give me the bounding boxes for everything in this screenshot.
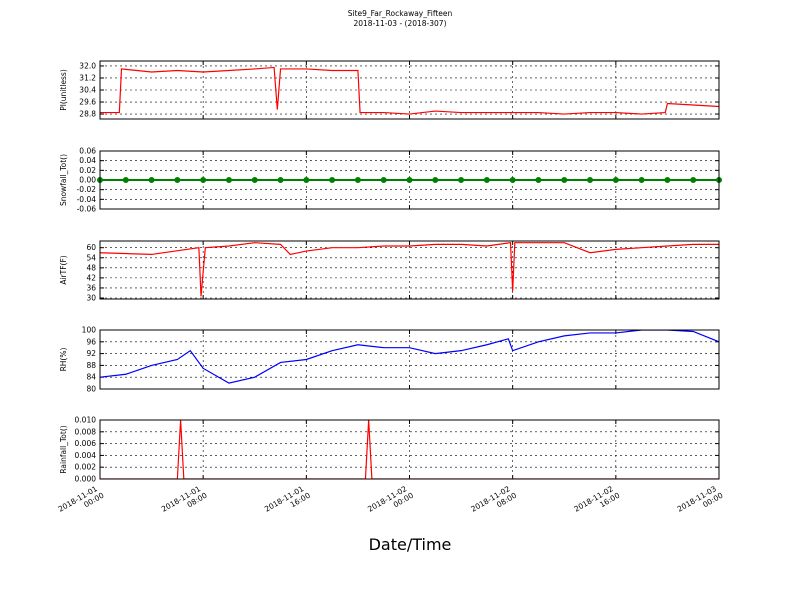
y-tick-label: -0.06: [77, 205, 97, 214]
y-tick-label: 0.006: [75, 439, 97, 448]
data-point: [148, 177, 155, 183]
y-axis-label: Snowfall_Tot(): [59, 154, 68, 206]
y-tick-label: 0.004: [75, 451, 97, 460]
axes-frame: [99, 240, 720, 300]
y-tick-label: 100: [82, 326, 97, 335]
y-tick-label: 0.000: [75, 475, 97, 484]
axes-frame: [99, 60, 720, 120]
data-point: [432, 177, 439, 183]
data-line: [100, 330, 719, 384]
y-axis-label: RH(%): [59, 348, 68, 372]
y-tick-label: 29.6: [79, 98, 96, 107]
y-tick-label: -0.04: [77, 195, 97, 204]
data-point: [612, 177, 619, 183]
data-point: [561, 177, 568, 183]
data-point: [251, 177, 258, 183]
data-point: [690, 177, 697, 183]
y-tick-label: 80: [86, 385, 96, 394]
y-tick-label: -0.02: [77, 185, 97, 194]
data-point: [664, 177, 671, 183]
data-point: [380, 177, 387, 183]
subtitle: 2018-11-03 - (2018-307): [353, 19, 446, 28]
data-point: [638, 177, 645, 183]
y-tick-label: 0.002: [75, 463, 97, 472]
data-point: [483, 177, 490, 183]
data-point: [587, 177, 594, 183]
y-tick-label: 96: [86, 337, 96, 346]
x-tick-label: 2018-11-02 00:00: [366, 483, 415, 522]
data-point: [406, 177, 413, 183]
data-point: [509, 177, 516, 183]
y-tick-label: 32.0: [79, 61, 96, 70]
data-point: [535, 177, 542, 183]
x-tick-label: 2018-11-01 00:00: [57, 483, 106, 522]
y-tick-label: 88: [86, 361, 96, 370]
y-tick-label: 0.008: [75, 427, 97, 436]
data-line: [100, 420, 719, 479]
y-tick-label: 92: [86, 349, 96, 358]
y-tick-label: 0.00: [79, 176, 96, 185]
data-point: [303, 177, 310, 183]
data-point: [277, 177, 284, 183]
x-tick-label: 2018-11-02 08:00: [469, 483, 518, 522]
y-tick-label: 0.06: [79, 147, 96, 156]
title: Site9_Far_Rockaway_Fifteen: [348, 9, 453, 18]
y-tick-label: 48: [86, 263, 96, 272]
data-point: [122, 177, 129, 183]
data-point: [225, 177, 232, 183]
y-tick-label: 36: [86, 283, 96, 292]
y-tick-label: 0.010: [75, 416, 97, 425]
y-tick-label: 84: [86, 373, 96, 382]
x-tick-label: 2018-11-02 16:00: [573, 483, 622, 522]
data-point: [458, 177, 465, 183]
data-point: [329, 177, 336, 183]
y-axis-label: Pl(unitless): [59, 69, 68, 111]
y-tick-label: 42: [86, 273, 96, 282]
y-tick-label: 30.4: [79, 86, 96, 95]
x-axis-label: Date/Time: [369, 535, 452, 554]
y-axis-label: Rainfall_Tot(): [59, 425, 68, 473]
y-tick-label: 28.8: [79, 110, 96, 119]
y-tick-label: 30: [86, 293, 96, 302]
y-tick-label: 31.2: [79, 73, 96, 82]
y-tick-label: 0.04: [79, 156, 96, 165]
x-tick-label: 2018-11-01 08:00: [160, 483, 209, 522]
y-tick-label: 54: [86, 253, 96, 262]
x-tick-label: 2018-11-03 00:00: [676, 483, 725, 522]
y-tick-label: 0.02: [79, 166, 96, 175]
axes-frame: [99, 150, 720, 210]
data-line: [100, 241, 719, 297]
axes-frame: [99, 419, 720, 480]
y-axis-label: AirTF(F): [59, 255, 68, 284]
data-point: [174, 177, 181, 183]
data-line: [100, 66, 719, 115]
y-tick-label: 60: [86, 243, 96, 252]
data-point: [354, 177, 361, 183]
data-point: [200, 177, 207, 183]
axes-frame: [99, 329, 720, 390]
x-tick-label: 2018-11-01 16:00: [263, 483, 312, 522]
